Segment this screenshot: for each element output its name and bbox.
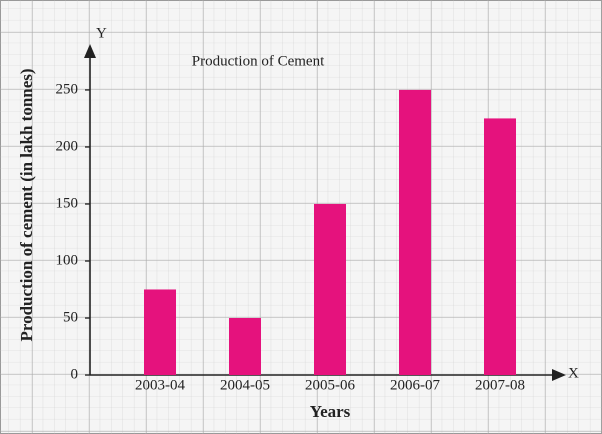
y-tick-label: 250 bbox=[56, 81, 79, 97]
x-axis-symbol: X bbox=[568, 365, 579, 381]
x-axis-label: Years bbox=[310, 402, 351, 421]
y-axis-symbol: Y bbox=[96, 25, 107, 41]
y-tick-label: 200 bbox=[56, 138, 79, 154]
chart-title: Production of Cement bbox=[192, 53, 325, 69]
y-tick-label: 100 bbox=[56, 252, 79, 268]
y-axis-label: Production of cement (in lakh tonnes) bbox=[17, 68, 36, 341]
x-tick-label: 2006-07 bbox=[390, 377, 440, 393]
x-tick-label: 2003-04 bbox=[135, 377, 185, 393]
y-tick-label: 150 bbox=[56, 195, 79, 211]
y-arrow bbox=[84, 44, 96, 58]
x-tick-label: 2007-08 bbox=[475, 377, 525, 393]
x-tick-label: 2004-05 bbox=[220, 377, 270, 393]
y-tick-label: 50 bbox=[63, 309, 78, 325]
bar bbox=[229, 317, 261, 375]
bar bbox=[484, 118, 516, 375]
x-arrow bbox=[552, 369, 566, 381]
x-tick-label: 2005-06 bbox=[305, 377, 355, 393]
bar bbox=[314, 203, 346, 375]
bar bbox=[144, 289, 176, 375]
y-tick-label: 0 bbox=[71, 366, 79, 382]
bar bbox=[399, 89, 431, 375]
